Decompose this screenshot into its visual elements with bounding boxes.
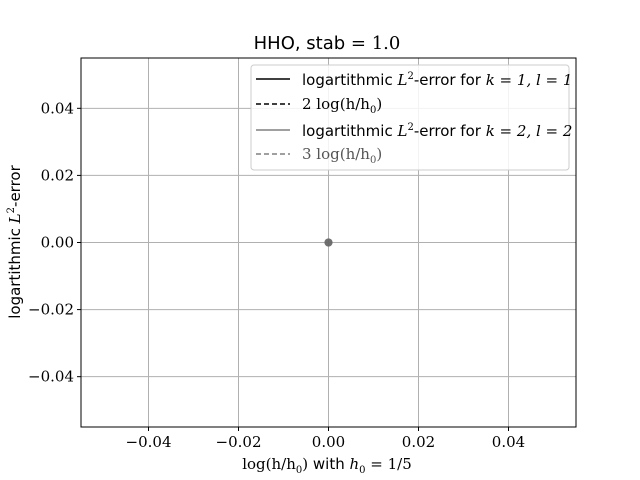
legend-label-3: logartithmic L2-error for k = 2, l = 2 (302, 122, 572, 140)
y-tick-label: 0.04 (41, 99, 74, 117)
y-axis-label: logartithmic L2-error (6, 164, 24, 318)
legend: logartithmic L2-error for k = 1, l = 1 2… (250, 64, 572, 171)
chart-title: HHO, stab = 1.0 (254, 33, 401, 54)
legend-entry-2: 2 log(h/h0) (256, 95, 382, 116)
axis-ticks: −0.04 −0.02 0.00 0.02 0.04 −0.04 −0.02 0.00 0.02… (28, 99, 525, 451)
x-tick-label: 0.02 (402, 433, 435, 451)
legend-entry-4: 3 log(h/h0) (256, 145, 382, 166)
x-tick-label: −0.04 (126, 433, 172, 451)
y-tick-label: 0.02 (41, 166, 74, 184)
legend-entry-3: logartithmic L2-error for k = 2, l = 2 (256, 122, 572, 140)
x-axis-label: log(h/h0) with h0 = 1/5 (242, 455, 412, 476)
legend-label-4: 3 log(h/h0) (302, 145, 382, 166)
plot-marks (324, 238, 333, 247)
y-tick-label: 0.00 (41, 234, 74, 252)
series-point-3 (324, 238, 333, 247)
x-tick-label: 0.04 (492, 433, 525, 451)
y-tick-label: −0.04 (28, 368, 74, 386)
legend-label-1: logartithmic L2-error for k = 1, l = 1 (302, 71, 572, 89)
x-tick-label: −0.02 (216, 433, 262, 451)
legend-label-2: 2 log(h/h0) (302, 95, 382, 116)
y-tick-label: −0.02 (28, 301, 74, 319)
legend-entry-1: logartithmic L2-error for k = 1, l = 1 (256, 71, 572, 89)
legend-box (250, 64, 570, 171)
x-tick-label: 0.00 (312, 433, 345, 451)
